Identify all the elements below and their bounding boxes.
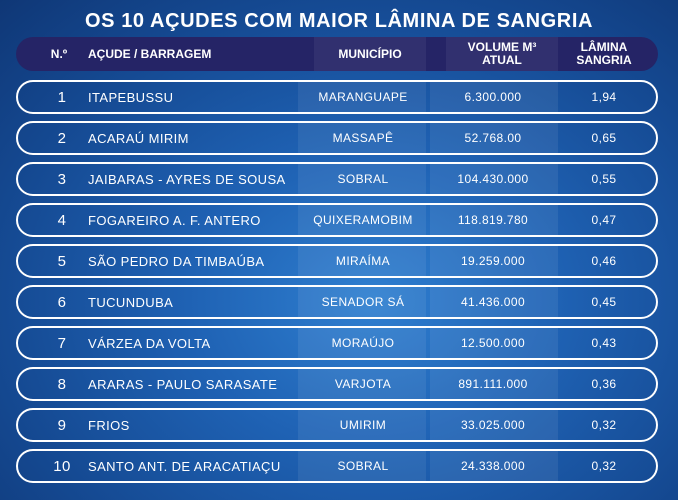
row-volume: 12.500.000 <box>460 336 526 350</box>
row-lamina: 0,46 <box>591 254 617 268</box>
row-stripe-volume <box>430 451 558 481</box>
row-stripe-municipio <box>298 205 426 235</box>
row-num: 5 <box>57 252 67 270</box>
row-num: 10 <box>53 457 71 475</box>
row-stripe-volume <box>430 205 558 235</box>
row-num: 2 <box>57 129 67 147</box>
table-header: N.º AÇUDE / BARRAGEM MUNICÍPIO VOLUME M³… <box>16 37 658 71</box>
table-row: 6 TUCUNDUBA SENADOR SÁ 41.436.000 0,45 <box>16 285 658 319</box>
row-volume: 891.111.000 <box>458 377 528 391</box>
row-municipio: MASSAPÊ <box>332 131 394 145</box>
row-volume: 19.259.000 <box>460 254 526 268</box>
table-row: 7 VÁRZEA DA VOLTA MORAÚJO 12.500.000 0,43 <box>16 326 658 360</box>
row-lamina: 0,47 <box>591 213 617 227</box>
row-lamina: 0,45 <box>591 295 617 309</box>
table-row: 2 ACARAÚ MIRIM MASSAPÊ 52.768.00 0,65 <box>16 121 658 155</box>
row-lamina: 0,65 <box>591 131 617 145</box>
header-number: N.º <box>50 46 68 61</box>
row-acude: ARARAS - PAULO SARASATE <box>88 376 278 392</box>
header-volume: VOLUME M³ ATUAL <box>446 37 558 71</box>
row-volume: 52.768.00 <box>464 131 522 145</box>
row-volume: 33.025.000 <box>460 418 526 432</box>
row-stripe-municipio <box>298 287 426 317</box>
row-num: 8 <box>57 375 67 393</box>
header-lamina-line1: LÂMINA <box>580 40 628 54</box>
header-lamina: LÂMINA SANGRIA <box>564 37 644 71</box>
row-stripe-volume <box>430 246 558 276</box>
row-municipio: QUIXERAMOBIM <box>313 213 413 227</box>
row-acude: TUCUNDUBA <box>88 294 174 310</box>
row-volume: 24.338.000 <box>460 459 526 473</box>
page-title: OS 10 AÇUDES COM MAIOR LÂMINA DE SANGRIA <box>84 10 594 32</box>
row-municipio: UMIRIM <box>339 418 387 432</box>
header-stripe-municipio <box>314 37 426 71</box>
row-stripe-municipio <box>298 82 426 112</box>
row-num: 9 <box>57 416 67 434</box>
header-stripe-volume <box>446 37 558 71</box>
row-num: 7 <box>57 334 67 352</box>
row-acude: ACARAÚ MIRIM <box>88 130 189 146</box>
table-row: 9 FRIOS UMIRIM 33.025.000 0,32 <box>16 408 658 442</box>
row-acude: SÃO PEDRO DA TIMBAÚBA <box>88 253 265 269</box>
row-municipio: SENADOR SÁ <box>321 295 405 309</box>
row-stripe-volume <box>430 82 558 112</box>
row-num: 3 <box>57 170 67 188</box>
row-volume: 41.436.000 <box>460 295 526 309</box>
header-lamina-line2: SANGRIA <box>576 53 632 67</box>
row-acude: VÁRZEA DA VOLTA <box>88 335 211 351</box>
row-stripe-volume <box>430 164 558 194</box>
row-stripe-municipio <box>298 451 426 481</box>
row-lamina: 0,32 <box>591 459 617 473</box>
table-row: 10 SANTO ANT. DE ARACATIAÇU SOBRAL 24.338.0… <box>16 449 658 483</box>
row-stripe-volume <box>430 369 558 399</box>
row-stripe-municipio <box>298 410 426 440</box>
row-municipio: VARJOTA <box>334 377 392 391</box>
row-municipio: MARANGUAPE <box>318 90 408 104</box>
row-stripe-municipio <box>298 369 426 399</box>
row-municipio: SOBRAL <box>337 172 389 186</box>
row-num: 4 <box>57 211 67 229</box>
row-municipio: MORAÚJO <box>331 336 395 350</box>
row-stripe-volume <box>430 328 558 358</box>
row-volume: 118.819.780 <box>457 213 529 227</box>
row-stripe-volume <box>430 123 558 153</box>
header-volume-line1: VOLUME M³ <box>467 40 537 54</box>
row-stripe-municipio <box>298 246 426 276</box>
row-stripe-volume <box>430 410 558 440</box>
row-acude: FOGAREIRO A. F. ANTERO <box>88 212 261 228</box>
row-volume: 6.300.000 <box>464 90 522 104</box>
row-num: 6 <box>57 293 67 311</box>
table-row: 8 ARARAS - PAULO SARASATE VARJOTA 891.111.0… <box>16 367 658 401</box>
table-row: 1 ITAPEBUSSU MARANGUAPE 6.300.000 1,94 <box>16 80 658 114</box>
table-row: 4 FOGAREIRO A. F. ANTERO QUIXERAMOBIM 118.8… <box>16 203 658 237</box>
row-lamina: 0,36 <box>591 377 617 391</box>
row-stripe-municipio <box>298 328 426 358</box>
row-lamina: 1,94 <box>591 90 617 104</box>
row-stripe-municipio <box>298 164 426 194</box>
row-lamina: 0,32 <box>591 418 617 432</box>
row-municipio: SOBRAL <box>337 459 389 473</box>
row-acude: JAIBARAS - AYRES DE SOUSA <box>88 171 286 187</box>
header-volume-line2: ATUAL <box>482 53 522 67</box>
header-municipio: MUNICÍPIO <box>338 46 402 61</box>
row-stripe-municipio <box>298 123 426 153</box>
table-row: 5 SÃO PEDRO DA TIMBAÚBA MIRAÍMA 19.259.000 0… <box>16 244 658 278</box>
header-acude: AÇUDE / BARRAGEM <box>88 46 212 61</box>
row-acude: SANTO ANT. DE ARACATIAÇU <box>88 458 281 474</box>
row-lamina: 0,55 <box>591 172 617 186</box>
row-acude: ITAPEBUSSU <box>88 89 174 105</box>
row-stripe-volume <box>430 287 558 317</box>
row-lamina: 0,43 <box>591 336 617 350</box>
row-num: 1 <box>57 88 67 106</box>
table-row: 3 JAIBARAS - AYRES DE SOUSA SOBRAL 104.430.… <box>16 162 658 196</box>
row-acude: FRIOS <box>88 417 130 433</box>
row-municipio: MIRAÍMA <box>335 254 391 268</box>
row-volume: 104.430.000 <box>457 172 529 186</box>
